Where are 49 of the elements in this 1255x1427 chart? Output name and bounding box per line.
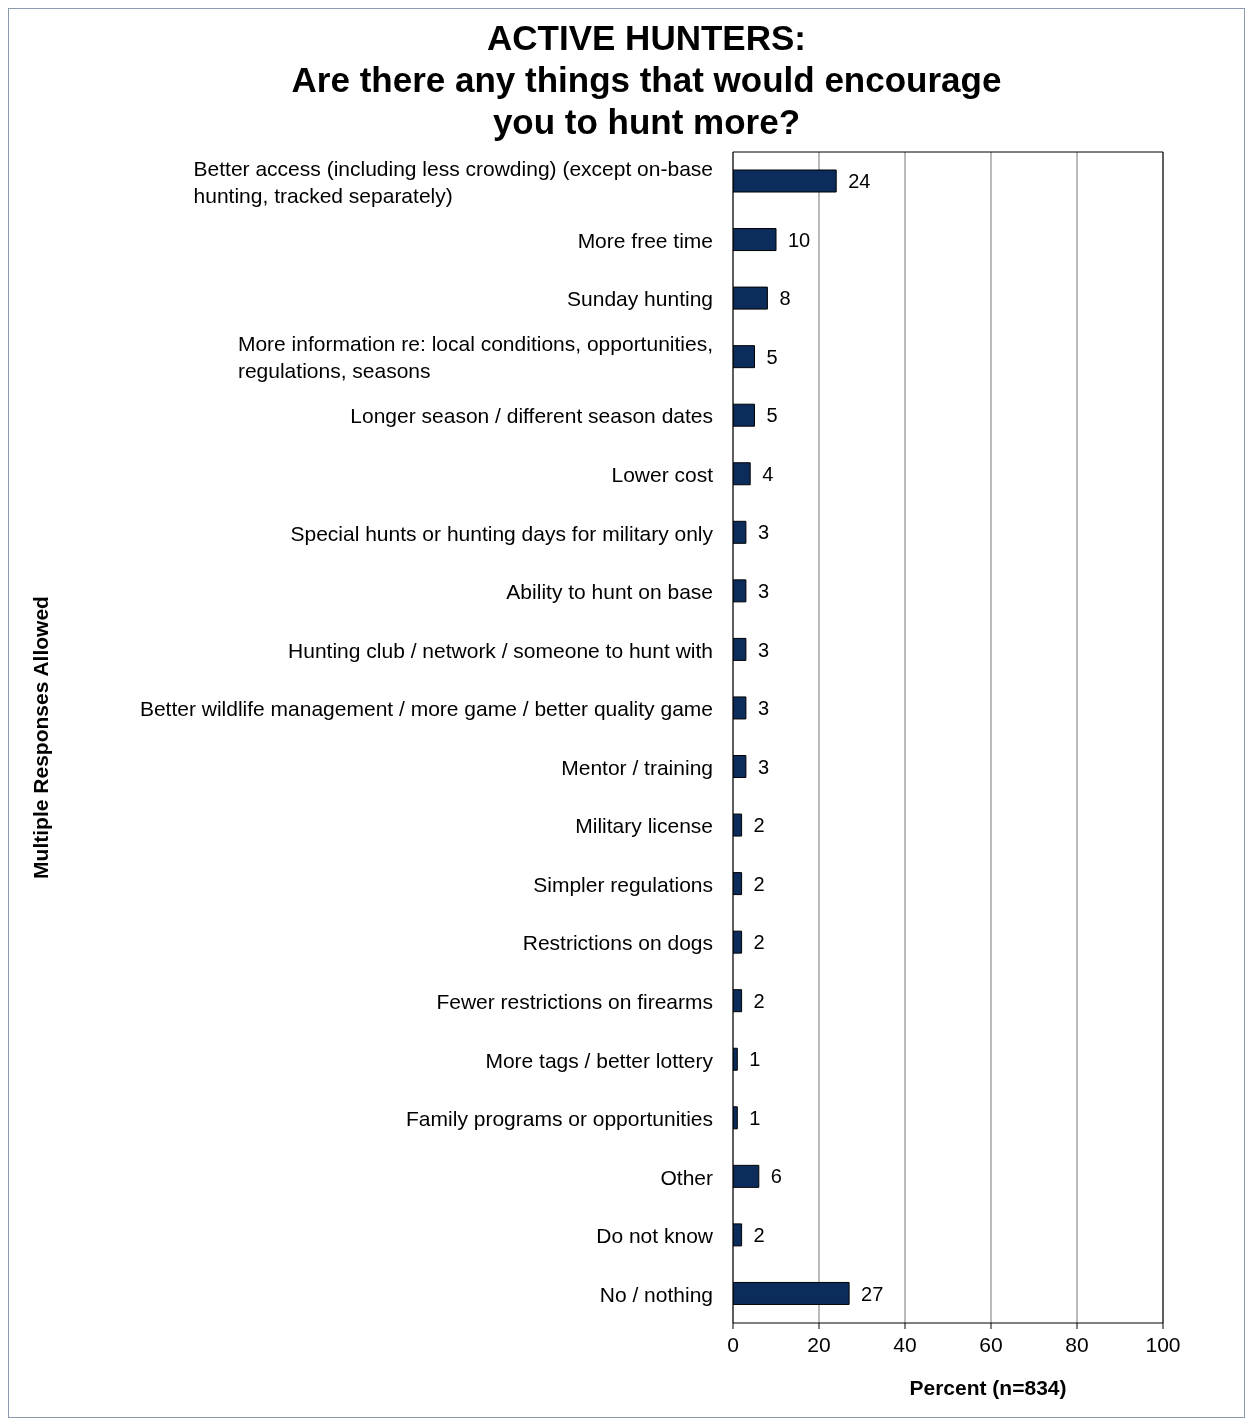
data-label: 24 (848, 170, 871, 193)
data-label: 2 (753, 872, 765, 895)
data-label: 3 (757, 521, 770, 544)
y-tick-label: No / nothing (599, 1282, 713, 1306)
x-tick-label: 40 (893, 1332, 917, 1356)
x-tick-label: 0 (727, 1332, 739, 1356)
data-label: 4 (762, 462, 774, 485)
y-tick-label: Longer season / different season dates (350, 403, 713, 427)
y-tick-label: Mentor / training (561, 755, 713, 779)
x-axis-title: Percent (n=834) (909, 1376, 1067, 1399)
data-label: 8 (779, 287, 791, 310)
data-label: 6 (770, 1165, 782, 1188)
chart-title: ACTIVE HUNTERS: Are there any things that would encourage you to hunt more? (290, 17, 1003, 143)
data-label: 3 (757, 697, 770, 720)
data-label: 3 (757, 579, 770, 602)
data-label: 5 (766, 404, 778, 427)
y-tick-label: Lower cost (611, 462, 714, 486)
y-tick-label: Restrictions on dogs (522, 930, 713, 954)
y-tick-label: Better access (including less crowding) (except on-base hunting, tracked separately) (193, 156, 714, 207)
data-label: 2 (753, 1224, 765, 1246)
y-tick-label: Special hunts or hunting days for military only (290, 521, 714, 545)
y-tick-label: Hunting club / network / someone to hunt with (288, 638, 713, 662)
y-tick-label: Other (660, 1165, 713, 1189)
y-tick-label: Family programs or opportunities (406, 1106, 713, 1130)
y-tick-label: Ability to hunt on base (506, 579, 713, 603)
x-tick-label: 100 (1145, 1332, 1181, 1356)
y-tick-label: Do not know (596, 1223, 714, 1247)
data-label: 27 (861, 1282, 884, 1305)
y-tick-label: Sunday hunting (567, 286, 713, 310)
data-label: 3 (757, 755, 770, 778)
y-tick-label: Simpler regulations (533, 872, 713, 896)
data-label: 2 (753, 931, 765, 954)
data-label: 1 (749, 1048, 761, 1071)
data-label: 10 (788, 228, 811, 251)
y-tick-label: Fewer restrictions on firearms (436, 989, 713, 1013)
data-label: 2 (753, 814, 765, 837)
data-label: 5 (766, 345, 778, 368)
y-tick-label: More information re: local conditions, opportunities, regulations, seasons (237, 331, 713, 382)
x-tick-label: 80 (1065, 1332, 1089, 1356)
y-axis-title: Multiple Responses Allowed (29, 596, 53, 879)
data-label: 3 (757, 638, 770, 661)
y-tick-label: More free time (577, 228, 713, 252)
x-tick-label: 20 (807, 1332, 831, 1356)
data-label: 2 (753, 989, 765, 1012)
y-tick-label: Better wildlife management / more game / better quality game (139, 696, 713, 720)
y-tick-label: More tags / better lottery (485, 1048, 714, 1072)
y-tick-label: Military license (575, 813, 713, 837)
data-label: 1 (749, 1106, 761, 1129)
x-tick-label: 60 (979, 1332, 1003, 1356)
